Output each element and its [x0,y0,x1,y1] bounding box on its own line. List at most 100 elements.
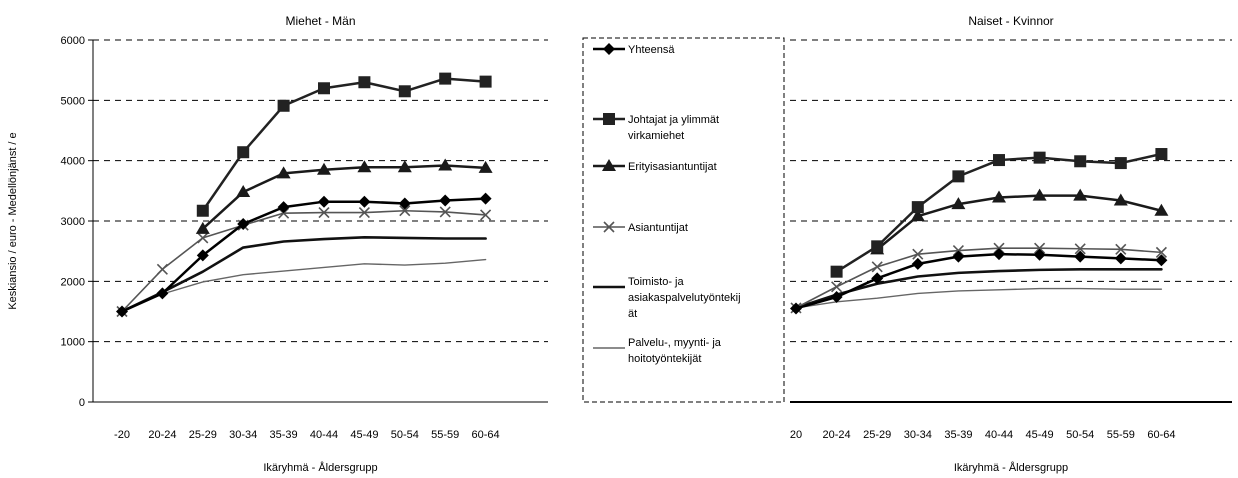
panel-2-series-2-point [1074,155,1087,168]
panel-1-x-tick-label: 50-54 [391,429,419,441]
panel-1-series-3-point [317,162,331,175]
panel-1-series-3-point [397,160,412,173]
panel-1-series-1-point [156,287,169,300]
panel-1-series-3-point [195,221,210,234]
panel-1-y-tick-label: 2000 [61,276,85,288]
legend-swatch-marker [603,113,615,125]
legend-label: virkamiehet [628,130,684,142]
panel-2-series-1-point [1074,250,1087,263]
panel-2-series-4-point [1034,242,1046,254]
panel-2-series-1-point [1033,248,1046,261]
panel-2-x-tick-label: 20 [790,429,802,441]
panel-2-series-4-point [1074,243,1086,255]
panel-1-series-1-point [237,218,250,231]
panel-2-series-3-point [1032,188,1047,201]
panel-1-series-3-point [276,166,291,179]
panel-1-series-4-point [156,263,168,275]
legend-label: Asiantuntijat [628,222,688,234]
panel-2-series-1-point [1114,252,1127,265]
legend-label: ät [628,308,637,320]
legend-swatch-marker [603,43,615,55]
panel-1-series-line-2 [201,77,487,212]
panel-2-title: Naiset - Kvinnor [968,14,1053,28]
panel-2-series-1-point [790,302,802,315]
legend-label: Yhteensä [628,44,675,56]
panel-2-x-tick-label: 25-29 [863,429,891,441]
panel-2-series-line-3 [875,194,1163,251]
panel-1-series-4-point [439,206,451,218]
panel-2-x-tick-label: 40-44 [985,429,1013,441]
panel-1-x-tick-label: 20-24 [148,429,176,441]
panel-2-series-4-point [1115,243,1127,255]
panel-2-series-1-point [993,248,1005,261]
panel-2-x-tick-label: 60-64 [1147,429,1175,441]
panel-2-series-2-point [1114,157,1127,170]
panel-2-x-tick-label: 20-24 [823,429,851,441]
panel-1-series-4-point [480,209,492,221]
panel-2-series-2-point [871,240,884,253]
legend-label: asiakaspalvelutyöntekij [628,292,741,304]
panel-2-series-1-point [911,257,924,270]
panel-2-series-1-point [1155,254,1168,267]
panel-1-series-line-1 [120,197,487,313]
panel-1-y-tick-label: 4000 [61,156,85,168]
panel-2-series-4-point [993,242,1005,254]
panel-1-series-line-5 [120,235,487,313]
panel-1-x-axis-label: Ikäryhmä - Åldersgrupp [263,461,377,474]
panel-2-series-line-6 [795,287,1163,309]
panel-1-y-tick-label: 5000 [61,95,85,107]
panel-2-x-axis-label: Ikäryhmä - Åldersgrupp [954,461,1068,474]
panel-2-series-3-point [1113,193,1128,206]
panel-2-series-3-point [910,209,925,222]
panel-2-series-4-point [871,261,883,273]
panel-2-series-2-point [1155,148,1168,161]
panel-1-series-4-point [358,206,370,219]
panel-2-series-3-point [951,197,966,210]
panel-1-series-2-point [398,85,411,98]
panel-2-series-3-point [1073,188,1088,201]
panel-1-series-line-6 [121,258,487,313]
legend-label: Palvelu-, myynti- ja [628,337,722,349]
panel-2-series-4-point [952,244,964,257]
panel-2-x-tick-label: 55-59 [1107,429,1135,441]
panel-1-y-tick-label: 6000 [61,35,85,47]
panel-1-series-2-point [277,99,290,112]
legend-label: Toimisto- ja [628,276,685,288]
panel-1-series-3-point [438,158,453,171]
panel-1-series-4-point [318,206,330,219]
panel-2-series-2-point [1033,151,1046,164]
panel-2-series-line-1 [794,252,1163,310]
panel-1-series-1-point [398,197,411,210]
panel-2-series-1-point [830,291,843,304]
panel-2-series-line-4 [795,247,1163,309]
panel-2-series-2-point [952,170,965,183]
legend-swatch-marker [603,221,615,233]
panel-2-series-4-point [1155,246,1167,258]
y-axis-label: Keskiansio / euro - Medellönjänst / e [7,132,19,309]
panel-1-series-1-point [196,249,209,262]
legend-label: Johtajat ja ylimmät [628,114,719,126]
panel-1-series-line-4 [121,209,487,313]
panel-2-series-2-point [911,201,924,214]
panel-2-series-4-point [831,281,843,293]
panel-2-series-3-point [1154,203,1169,216]
panel-1-series-1-point [479,192,492,205]
legend-label: Erityisasiantuntijat [628,161,717,173]
panel-1-series-2-point [439,72,452,85]
panel-1-x-tick-label: 30-34 [229,429,257,441]
panel-1-series-line-3 [201,164,487,231]
panel-2-x-tick-label: 35-39 [944,429,972,441]
panel-2-series-3-point [992,190,1006,203]
panel-1-x-tick-label: 60-64 [472,429,500,441]
panel-1-x-tick-label: 40-44 [310,429,338,441]
panel-1-title: Miehet - Män [285,14,355,28]
panel-1-series-2-point [318,82,330,95]
panel-1-series-2-point [237,146,250,159]
legend-label: hoitotyöntekijät [628,353,701,365]
panel-2-series-line-5 [794,267,1163,310]
panel-1-x-tick-label: 35-39 [270,429,298,441]
panel-2-series-2-point [830,265,843,278]
panel-1-y-tick-label: 0 [79,397,85,409]
